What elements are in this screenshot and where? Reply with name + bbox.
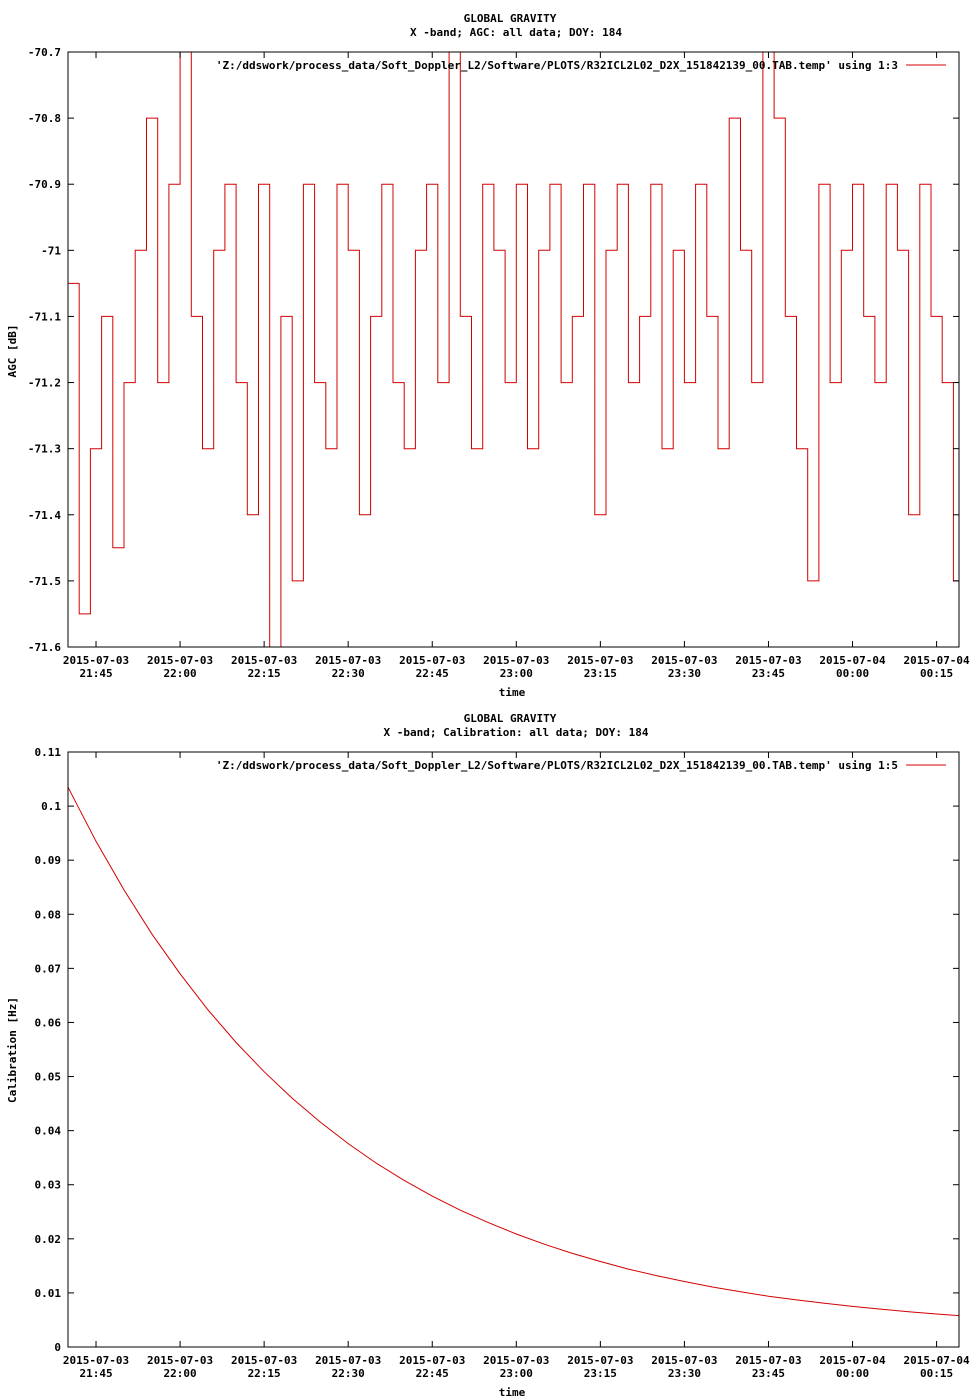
y-tick-label: 0.02 — [35, 1233, 62, 1246]
x-tick-date: 2015-07-03 — [147, 1354, 213, 1367]
x-tick-date: 2015-07-03 — [735, 654, 801, 667]
x-tick-date: 2015-07-03 — [63, 654, 129, 667]
chart-title: GLOBAL GRAVITY — [464, 12, 557, 25]
legend-label: 'Z:/ddswork/process_data/Soft_Doppler_L2… — [216, 759, 898, 772]
y-tick-label: -71.3 — [28, 443, 61, 456]
y-tick-label: 0.07 — [35, 962, 62, 975]
chart-subtitle: X -band; Calibration: all data; DOY: 184 — [384, 726, 649, 739]
x-tick-date: 2015-07-03 — [651, 1354, 717, 1367]
y-axis-label: AGC [dB] — [6, 325, 19, 378]
y-tick-label: 0.05 — [35, 1071, 62, 1084]
series-line — [68, 51, 960, 648]
y-tick-label: 0.11 — [35, 746, 62, 759]
x-tick-date: 2015-07-04 — [903, 654, 970, 667]
x-tick-date: 2015-07-03 — [399, 1354, 465, 1367]
x-tick-time: 22:15 — [248, 1367, 281, 1380]
x-tick-time: 22:30 — [332, 1367, 365, 1380]
x-tick-time: 00:00 — [836, 667, 869, 680]
x-axis: 2015-07-0321:452015-07-0322:002015-07-03… — [63, 752, 970, 1380]
y-tick-label: 0.06 — [35, 1016, 62, 1029]
x-tick-date: 2015-07-03 — [651, 654, 717, 667]
x-axis-label: time — [499, 1386, 526, 1399]
y-tick-label: -70.9 — [28, 178, 61, 191]
x-tick-date: 2015-07-03 — [567, 654, 633, 667]
x-tick-time: 23:30 — [668, 667, 701, 680]
chart-subtitle: X -band; AGC: all data; DOY: 184 — [410, 26, 622, 39]
y-tick-label: 0.09 — [35, 854, 62, 867]
x-tick-date: 2015-07-03 — [315, 1354, 381, 1367]
y-tick-label: 0.1 — [41, 800, 61, 813]
x-tick-time: 00:15 — [920, 667, 953, 680]
x-tick-time: 23:30 — [668, 1367, 701, 1380]
y-tick-label: -70.7 — [28, 46, 61, 59]
y-axis: 0.11 0.1 0.09 0.08 0.07 0.06 0.05 0.04 0.03 0.02 0… — [35, 746, 959, 1354]
x-tick-time: 00:15 — [920, 1367, 953, 1380]
x-tick-time: 23:45 — [752, 1367, 785, 1380]
series-layer — [68, 51, 960, 648]
y-tick-label: -71.4 — [28, 509, 61, 522]
x-tick-date: 2015-07-03 — [483, 1354, 549, 1367]
x-axis: 2015-07-0321:452015-07-0322:002015-07-03… — [63, 52, 970, 680]
x-tick-date: 2015-07-03 — [483, 654, 549, 667]
x-tick-time: 22:00 — [164, 667, 197, 680]
x-tick-date: 2015-07-04 — [903, 1354, 970, 1367]
y-tick-label: -71.6 — [28, 641, 61, 654]
x-tick-time: 22:00 — [164, 1367, 197, 1380]
x-tick-date: 2015-07-04 — [819, 654, 886, 667]
legend-label: 'Z:/ddswork/process_data/Soft_Doppler_L2… — [216, 59, 898, 72]
y-tick-label: 0.01 — [35, 1287, 62, 1300]
x-tick-date: 2015-07-03 — [315, 654, 381, 667]
x-tick-time: 22:45 — [416, 1367, 449, 1380]
x-tick-time: 21:45 — [79, 1367, 112, 1380]
series-layer — [67, 786, 960, 1317]
y-tick-label: 0 — [54, 1341, 61, 1354]
y-tick-label: -71.1 — [28, 310, 61, 323]
x-tick-time: 23:00 — [500, 1367, 533, 1380]
x-tick-time: 22:45 — [416, 667, 449, 680]
x-tick-time: 21:45 — [79, 667, 112, 680]
x-tick-time: 22:15 — [248, 667, 281, 680]
x-tick-date: 2015-07-04 — [819, 1354, 886, 1367]
x-tick-time: 23:15 — [584, 1367, 617, 1380]
y-tick-label: 0.08 — [35, 908, 62, 921]
y-axis: -70.7 -70.8 -70.9 -71 -71.1 -71.2 -71.3 -71.4 -7… — [28, 46, 959, 654]
y-tick-label: -71.2 — [28, 377, 61, 390]
chart-title: GLOBAL GRAVITY — [464, 712, 557, 725]
x-axis-label: time — [499, 686, 526, 699]
y-axis-label: Calibration [Hz] — [6, 997, 19, 1103]
agc-chart: GLOBAL GRAVITY X -band; AGC: all data; D… — [6, 12, 970, 699]
x-tick-time: 00:00 — [836, 1367, 869, 1380]
x-tick-date: 2015-07-03 — [735, 1354, 801, 1367]
x-tick-date: 2015-07-03 — [567, 1354, 633, 1367]
y-tick-label: -71.5 — [28, 575, 61, 588]
x-tick-time: 23:00 — [500, 667, 533, 680]
calibration-chart: GLOBAL GRAVITY X -band; Calibration: all… — [6, 712, 970, 1399]
x-tick-time: 23:45 — [752, 667, 785, 680]
x-tick-date: 2015-07-03 — [63, 1354, 129, 1367]
series-line — [67, 786, 960, 1317]
x-tick-date: 2015-07-03 — [231, 1354, 297, 1367]
y-tick-label: 0.03 — [35, 1179, 62, 1192]
y-tick-label: 0.04 — [35, 1125, 62, 1138]
x-tick-date: 2015-07-03 — [147, 654, 213, 667]
x-tick-time: 22:30 — [332, 667, 365, 680]
x-tick-date: 2015-07-03 — [399, 654, 465, 667]
plot-frame — [67, 751, 960, 1348]
x-tick-date: 2015-07-03 — [231, 654, 297, 667]
y-tick-label: -70.8 — [28, 112, 61, 125]
x-tick-time: 23:15 — [584, 667, 617, 680]
y-tick-label: -71 — [41, 244, 61, 257]
plot-frame — [67, 51, 960, 648]
